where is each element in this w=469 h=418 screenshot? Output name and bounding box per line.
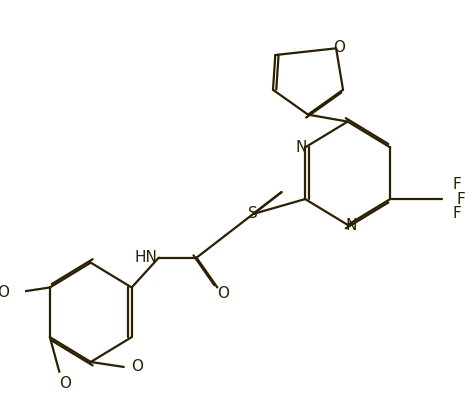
Text: O: O: [0, 285, 9, 300]
Text: O: O: [217, 286, 229, 301]
Text: N: N: [295, 140, 307, 155]
Text: F: F: [457, 191, 465, 206]
Text: O: O: [333, 40, 345, 55]
Text: F: F: [453, 177, 461, 192]
Text: O: O: [59, 376, 71, 391]
Text: HN: HN: [134, 250, 157, 265]
Text: F: F: [453, 206, 461, 222]
Text: N: N: [346, 218, 357, 233]
Text: O: O: [131, 359, 143, 375]
Text: S: S: [248, 206, 258, 222]
